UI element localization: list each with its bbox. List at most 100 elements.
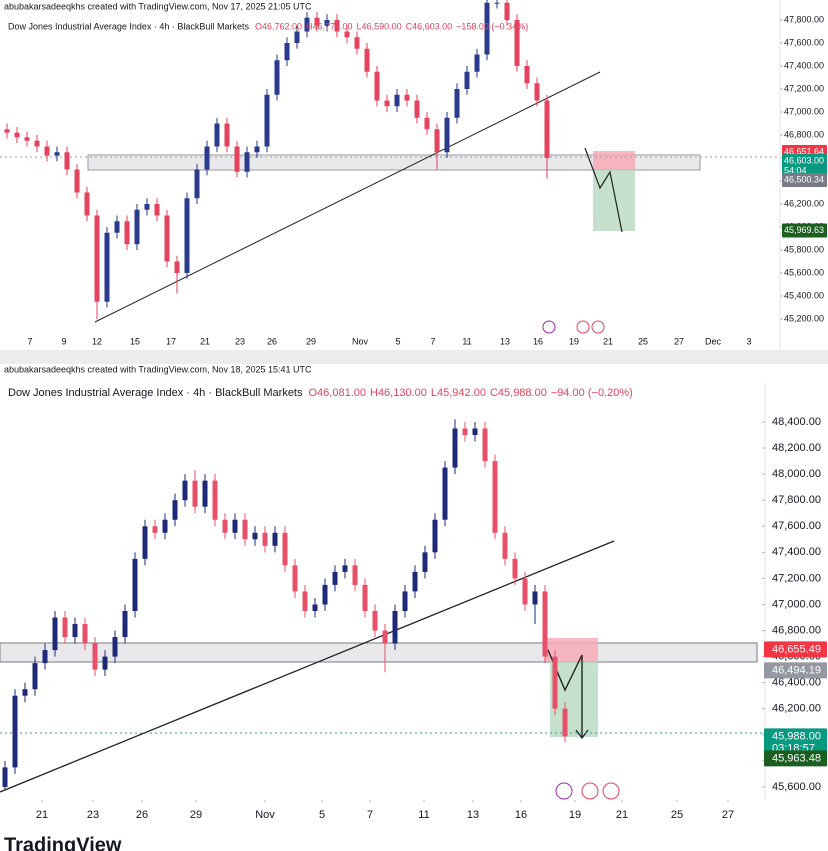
candle-body <box>104 232 110 302</box>
y-tick-label: 47,200.00 <box>784 83 824 93</box>
candle-body <box>334 20 340 32</box>
candle-body <box>362 584 368 611</box>
candle-body <box>312 604 318 611</box>
candle-body <box>462 428 468 436</box>
candle-body <box>282 532 288 566</box>
x-tick-label: 5 <box>395 336 400 346</box>
x-tick-label: 19 <box>569 336 579 346</box>
x-tick-label: 5 <box>319 809 325 821</box>
candle-body <box>24 137 30 141</box>
x-tick-label: 29 <box>190 809 202 821</box>
candle-body <box>114 221 120 233</box>
y-tick-label: 48,000.00 <box>772 468 821 480</box>
candle-body <box>82 624 88 644</box>
candle-body <box>254 146 260 153</box>
candle-body <box>212 480 218 520</box>
y-tick-label: 45,400.00 <box>784 290 824 300</box>
candle-body <box>534 83 540 101</box>
x-tick-label: 16 <box>533 336 543 346</box>
price-countdown: 54:04 <box>784 165 807 175</box>
candle-body <box>204 146 210 170</box>
candle-body <box>332 571 338 585</box>
target-zone <box>593 170 635 231</box>
candle-body <box>552 656 558 709</box>
y-tick-label: 47,000.00 <box>772 598 821 610</box>
price-label: 46,655.49 <box>772 643 821 655</box>
candle-body <box>192 480 198 507</box>
candle-body <box>372 610 378 631</box>
x-tick-label: 29 <box>306 336 316 346</box>
y-tick-label: 47,800.00 <box>772 494 821 506</box>
candle-body <box>284 43 290 61</box>
candle-body <box>64 152 70 170</box>
candle-body <box>194 169 200 199</box>
candle-body <box>394 94 400 107</box>
candle-body <box>474 54 480 72</box>
price-label-bg <box>782 173 827 188</box>
candle-body <box>72 624 78 638</box>
x-tick-label: Nov <box>352 336 369 346</box>
candle-body <box>272 532 278 546</box>
watermark-header: abubakarsadeeqkhs created with TradingVi… <box>4 364 312 374</box>
x-tick-label: 21 <box>200 336 210 346</box>
candle-body <box>222 519 228 533</box>
x-tick-label: 25 <box>638 336 648 346</box>
candle-body <box>402 591 408 611</box>
candle-body <box>22 689 28 696</box>
candle-body <box>432 519 438 553</box>
candle-body <box>92 643 98 670</box>
candle-body <box>544 100 550 158</box>
candle-body <box>524 65 530 84</box>
candle-body <box>392 610 398 644</box>
x-tick-label: 19 <box>569 809 581 821</box>
candle-body <box>252 532 258 540</box>
candle-body <box>354 37 360 49</box>
ohlc-value: H46,130.00 <box>370 387 427 399</box>
x-tick-label: 26 <box>136 809 148 821</box>
trend-line <box>0 540 615 793</box>
candle-body <box>162 519 168 533</box>
candle-body <box>342 565 348 572</box>
candle-body <box>142 526 148 559</box>
y-tick-label: 46,400.00 <box>772 677 821 689</box>
candle-body <box>532 591 538 605</box>
candle-body <box>472 428 478 436</box>
price-label: 46,651.64 <box>784 146 824 156</box>
x-tick-label: 13 <box>467 809 479 821</box>
candle-body <box>264 94 270 147</box>
y-tick-label: 47,000.00 <box>784 106 824 116</box>
candle-body <box>202 480 208 507</box>
y-tick-label: 46,200.00 <box>772 703 821 715</box>
x-tick-label: 21 <box>36 809 48 821</box>
candle-body <box>324 20 330 26</box>
y-tick-label: 46,200.00 <box>784 198 824 208</box>
y-tick-label: 45,200.00 <box>784 313 824 323</box>
candle-body <box>274 60 280 95</box>
candle-body <box>144 203 150 210</box>
x-tick-label: 3 <box>746 336 751 346</box>
x-tick-label: 12 <box>92 336 102 346</box>
candle-body <box>102 656 108 670</box>
candle-body <box>292 565 298 592</box>
x-tick-label: 17 <box>166 336 176 346</box>
candle-body <box>234 146 240 172</box>
candle-body <box>74 169 80 193</box>
chart-title: Dow Jones Industrial Average Index · 4h … <box>8 387 303 399</box>
ohlc-value: H46,774.00 <box>306 21 353 31</box>
candle-body <box>302 591 308 611</box>
candle-body <box>414 100 420 118</box>
price-label: 45,969.63 <box>784 225 824 235</box>
y-tick-label: 47,400.00 <box>772 546 821 558</box>
candle-body <box>62 617 68 638</box>
candle-body <box>304 17 310 32</box>
projection-arrow <box>584 147 623 233</box>
y-tick-label: 46,800.00 <box>772 624 821 636</box>
ohlc-value: L46,590.00 <box>357 21 402 31</box>
candle-body <box>44 146 50 156</box>
x-tick-label: 7 <box>27 336 32 346</box>
price-label: 45,963.48 <box>772 752 821 764</box>
candle-body <box>182 480 188 501</box>
candle-body <box>314 17 320 26</box>
